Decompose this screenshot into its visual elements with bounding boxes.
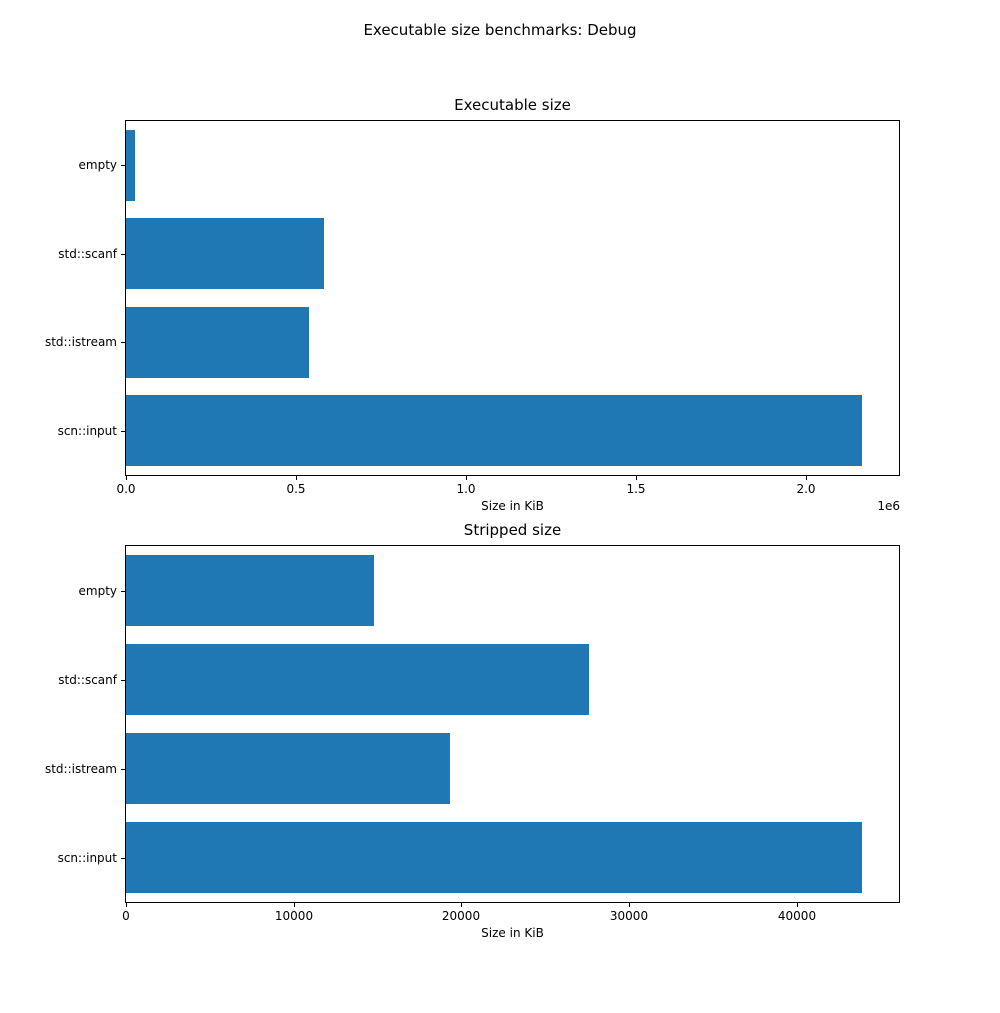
axes-title: Executable size xyxy=(454,96,571,114)
xtick-label: 40000 xyxy=(777,909,817,923)
ytick-mark xyxy=(121,165,125,166)
xtick-label: 30000 xyxy=(609,909,649,923)
x-axis-label: Size in KiB xyxy=(481,499,544,513)
ytick-label: empty xyxy=(78,158,118,172)
xtick-label: 0.5 xyxy=(286,482,306,496)
xtick-mark xyxy=(636,476,637,480)
ytick-mark xyxy=(121,769,125,770)
xtick-mark xyxy=(629,903,630,907)
xtick-label: 1.5 xyxy=(626,482,646,496)
xtick-mark xyxy=(806,476,807,480)
x-axis-label: Size in KiB xyxy=(481,926,544,940)
xtick-mark xyxy=(126,476,127,480)
figure-suptitle: Executable size benchmarks: Debug xyxy=(363,21,637,39)
bar-std-istream xyxy=(126,307,309,378)
bar-empty xyxy=(126,130,135,201)
bar-std-scanf xyxy=(126,218,324,289)
ytick-label: std::istream xyxy=(44,762,117,776)
bar-std-istream xyxy=(126,733,450,804)
ytick-mark xyxy=(121,254,125,255)
bar-empty xyxy=(126,555,374,626)
axis-offset-text: 1e6 xyxy=(877,499,900,513)
ytick-label: std::scanf xyxy=(58,673,117,687)
xtick-label: 2.0 xyxy=(796,482,816,496)
ytick-mark xyxy=(121,591,125,592)
xtick-label: 1.0 xyxy=(456,482,476,496)
xtick-label: 20000 xyxy=(441,909,481,923)
ytick-mark xyxy=(121,342,125,343)
ytick-mark xyxy=(121,858,125,859)
xtick-mark xyxy=(461,903,462,907)
plot-area xyxy=(125,120,900,476)
axes-title: Stripped size xyxy=(463,521,562,539)
ytick-mark xyxy=(121,680,125,681)
xtick-mark xyxy=(126,903,127,907)
xtick-mark xyxy=(294,903,295,907)
ytick-label: scn::input xyxy=(57,424,117,438)
ytick-label: std::istream xyxy=(44,335,117,349)
plot-area xyxy=(125,545,900,903)
bar-scn-input xyxy=(126,822,862,893)
xtick-mark xyxy=(296,476,297,480)
ytick-label: std::scanf xyxy=(58,247,117,261)
xtick-label: 0 xyxy=(122,909,130,923)
ytick-label: scn::input xyxy=(57,851,117,865)
bar-scn-input xyxy=(126,395,862,466)
ytick-label: empty xyxy=(78,584,118,598)
bar-std-scanf xyxy=(126,644,589,715)
ytick-mark xyxy=(121,431,125,432)
xtick-mark xyxy=(466,476,467,480)
xtick-label: 0.0 xyxy=(116,482,136,496)
xtick-label: 10000 xyxy=(274,909,314,923)
xtick-mark xyxy=(797,903,798,907)
